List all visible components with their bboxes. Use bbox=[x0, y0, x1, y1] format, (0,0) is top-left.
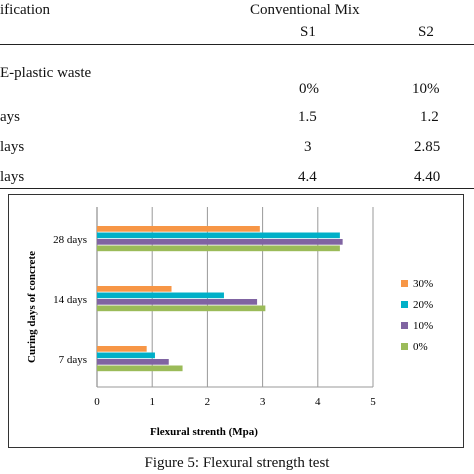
table-cell-s1: 0% bbox=[299, 81, 319, 97]
table-header-group: Conventional Mix bbox=[250, 2, 360, 18]
legend-swatch bbox=[401, 301, 408, 308]
table-cell-s2: 2.85 bbox=[414, 139, 441, 155]
bar-10pct-7-days bbox=[97, 359, 169, 365]
x-tick-label: 5 bbox=[370, 396, 376, 408]
table-row-label: ays bbox=[0, 109, 20, 125]
legend-label: 10% bbox=[413, 320, 433, 332]
table-row-label: lays bbox=[0, 169, 25, 185]
bar-20pct-28-days bbox=[97, 232, 340, 239]
table-bottom-rule bbox=[0, 188, 474, 189]
bar-20pct-14-days bbox=[97, 292, 224, 299]
table-row-label: E-plastic waste bbox=[0, 65, 92, 81]
bar-0pct-7-days bbox=[97, 365, 183, 372]
y-axis-label: Curing days of concrete bbox=[26, 251, 38, 363]
x-tick-label: 4 bbox=[315, 396, 321, 408]
figure-caption: Figure 5: Flexural strength test bbox=[144, 455, 330, 471]
table-cell-s2: 1.2 bbox=[420, 109, 439, 125]
legend-label: 30% bbox=[413, 278, 433, 290]
table-col-s1: S1 bbox=[300, 24, 316, 40]
x-tick-label: 3 bbox=[260, 396, 266, 408]
x-axis-label: Flexural strenth (Mpa) bbox=[150, 426, 258, 438]
bar-20pct-7-days bbox=[97, 352, 155, 359]
legend-label: 20% bbox=[413, 299, 433, 311]
legend-swatch bbox=[401, 280, 408, 287]
table-row-label: lays bbox=[0, 139, 25, 155]
table-cell-s1: 1.5 bbox=[298, 109, 317, 125]
y-category-label: 7 days bbox=[59, 354, 87, 366]
x-tick-label: 1 bbox=[149, 396, 155, 408]
bar-30pct-14-days bbox=[97, 286, 172, 292]
bar-30pct-28-days bbox=[97, 226, 260, 232]
legend-label: 0% bbox=[413, 341, 428, 353]
table-cell-s2: 4.40 bbox=[414, 169, 441, 185]
y-category-label: 14 days bbox=[53, 294, 87, 306]
bar-0pct-14-days bbox=[97, 305, 266, 312]
table-cell-s2: 10% bbox=[412, 81, 440, 97]
figure-frame: 0 1 2 3 4 5 7 days 14 days 28 days Flexural str… bbox=[8, 194, 464, 448]
table-header-col1: ification bbox=[0, 2, 50, 18]
table-cell-s1: 4.4 bbox=[298, 169, 317, 185]
y-category-label: 28 days bbox=[53, 234, 87, 246]
x-tick-label: 2 bbox=[205, 396, 211, 408]
legend-swatch bbox=[401, 322, 408, 329]
bar-10pct-14-days bbox=[97, 299, 258, 305]
table-header-rule bbox=[0, 44, 474, 45]
flexural-strength-chart: 0 1 2 3 4 5 7 days 14 days 28 days Flexural str… bbox=[26, 207, 433, 438]
table-col-s2: S2 bbox=[418, 24, 434, 40]
bar-10pct-28-days bbox=[97, 239, 343, 245]
x-tick-label: 0 bbox=[94, 396, 100, 408]
bar-30pct-7-days bbox=[97, 346, 147, 352]
legend-swatch bbox=[401, 343, 408, 350]
bar-0pct-28-days bbox=[97, 245, 340, 252]
table-cell-s1: 3 bbox=[304, 139, 312, 155]
